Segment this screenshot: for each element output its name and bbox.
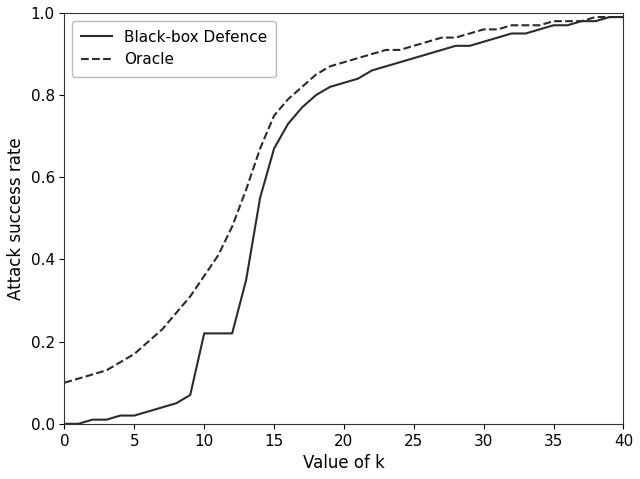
Oracle [508,23,515,28]
Black-box Defence [214,331,222,336]
Black-box Defence [354,76,362,81]
Black-box Defence [256,195,264,201]
Oracle [88,372,96,377]
Oracle [340,59,348,65]
Black-box Defence [424,51,431,57]
Oracle [438,34,445,40]
Black-box Defence [75,421,83,427]
Oracle [102,367,110,373]
Black-box Defence [396,59,404,65]
Black-box Defence [466,43,474,49]
Black-box Defence [452,43,460,49]
Black-box Defence [131,413,138,419]
Black-box Defence [620,14,627,20]
Oracle [75,376,83,381]
Oracle [256,146,264,151]
X-axis label: Value of k: Value of k [303,454,385,472]
Oracle [605,14,613,20]
Black-box Defence [284,121,292,127]
Line: Oracle: Oracle [65,17,623,383]
Black-box Defence [172,400,180,406]
Black-box Defence [186,392,194,398]
Oracle [480,26,488,32]
Oracle [494,26,502,32]
Oracle [466,31,474,36]
Black-box Defence [200,331,208,336]
Black-box Defence [298,104,306,110]
Black-box Defence [340,80,348,86]
Black-box Defence [410,55,418,61]
Black-box Defence [88,417,96,422]
Black-box Defence [116,413,124,419]
Oracle [368,51,376,57]
Oracle [452,34,460,40]
Oracle [159,326,166,332]
Oracle [298,84,306,90]
Oracle [382,47,390,53]
Oracle [424,39,431,45]
Black-box Defence [228,331,236,336]
Oracle [326,64,334,69]
Oracle [116,359,124,365]
Oracle [200,273,208,279]
Oracle [243,187,250,193]
Black-box Defence [159,404,166,410]
Black-box Defence [270,146,278,151]
Black-box Defence [326,84,334,90]
Oracle [578,18,586,24]
Y-axis label: Attack success rate: Attack success rate [7,137,25,300]
Black-box Defence [550,23,557,28]
Black-box Defence [605,14,613,20]
Oracle [284,96,292,102]
Black-box Defence [522,31,529,36]
Black-box Defence [102,417,110,422]
Black-box Defence [494,34,502,40]
Oracle [214,252,222,258]
Black-box Defence [536,26,543,32]
Oracle [145,339,152,344]
Black-box Defence [578,18,586,24]
Black-box Defence [480,39,488,45]
Oracle [564,18,572,24]
Oracle [591,14,599,20]
Oracle [228,224,236,229]
Black-box Defence [438,47,445,53]
Oracle [186,294,194,299]
Oracle [550,18,557,24]
Black-box Defence [591,18,599,24]
Oracle [172,310,180,316]
Black-box Defence [145,409,152,414]
Black-box Defence [312,92,320,98]
Black-box Defence [243,277,250,283]
Oracle [620,14,627,20]
Oracle [522,23,529,28]
Oracle [61,380,68,386]
Oracle [396,47,404,53]
Line: Black-box Defence: Black-box Defence [65,17,623,424]
Black-box Defence [508,31,515,36]
Black-box Defence [368,68,376,73]
Oracle [312,72,320,78]
Oracle [270,113,278,118]
Oracle [410,43,418,49]
Oracle [131,351,138,357]
Oracle [536,23,543,28]
Black-box Defence [61,421,68,427]
Oracle [354,55,362,61]
Legend: Black-box Defence, Oracle: Black-box Defence, Oracle [72,21,276,77]
Black-box Defence [382,64,390,69]
Black-box Defence [564,23,572,28]
